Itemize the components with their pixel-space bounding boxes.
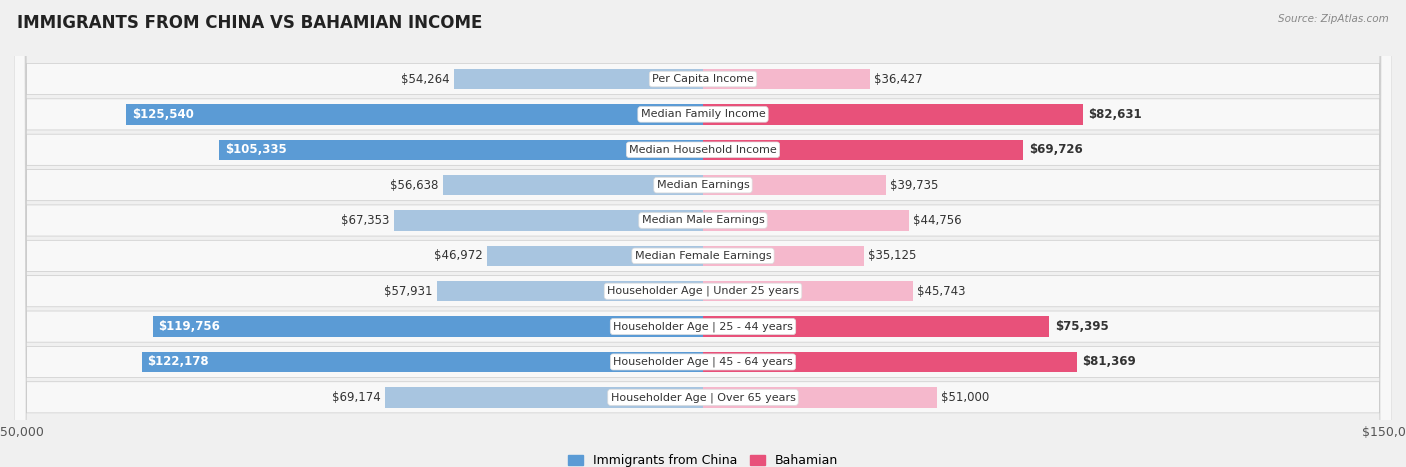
- Bar: [394, 210, 703, 231]
- Bar: [703, 246, 865, 266]
- Text: Median Female Earnings: Median Female Earnings: [634, 251, 772, 261]
- Text: $45,743: $45,743: [917, 285, 966, 298]
- FancyBboxPatch shape: [14, 0, 1392, 467]
- Bar: [703, 352, 1077, 372]
- Bar: [703, 140, 1024, 160]
- Bar: [703, 175, 886, 195]
- Text: $54,264: $54,264: [401, 72, 450, 85]
- Bar: [703, 387, 938, 408]
- Text: $105,335: $105,335: [225, 143, 287, 156]
- Text: $36,427: $36,427: [875, 72, 924, 85]
- FancyBboxPatch shape: [14, 0, 1392, 467]
- Bar: [142, 352, 703, 372]
- Text: Householder Age | Over 65 years: Householder Age | Over 65 years: [610, 392, 796, 403]
- Text: Source: ZipAtlas.com: Source: ZipAtlas.com: [1278, 14, 1389, 24]
- Text: $56,638: $56,638: [391, 178, 439, 191]
- Text: Median Male Earnings: Median Male Earnings: [641, 215, 765, 226]
- Bar: [703, 69, 870, 89]
- Text: $46,972: $46,972: [434, 249, 484, 262]
- Text: $44,756: $44,756: [912, 214, 962, 227]
- Text: $57,931: $57,931: [384, 285, 433, 298]
- Text: Median Household Income: Median Household Income: [628, 145, 778, 155]
- Text: $82,631: $82,631: [1088, 108, 1142, 121]
- Text: Householder Age | 25 - 44 years: Householder Age | 25 - 44 years: [613, 321, 793, 332]
- FancyBboxPatch shape: [14, 0, 1392, 467]
- Bar: [454, 69, 703, 89]
- Text: $69,174: $69,174: [332, 391, 381, 404]
- Legend: Immigrants from China, Bahamian: Immigrants from China, Bahamian: [562, 449, 844, 467]
- Text: $81,369: $81,369: [1083, 355, 1136, 368]
- Bar: [703, 281, 912, 302]
- Text: $51,000: $51,000: [942, 391, 990, 404]
- Bar: [219, 140, 703, 160]
- Text: Median Earnings: Median Earnings: [657, 180, 749, 190]
- FancyBboxPatch shape: [14, 0, 1392, 467]
- Text: Householder Age | 45 - 64 years: Householder Age | 45 - 64 years: [613, 357, 793, 367]
- FancyBboxPatch shape: [14, 0, 1392, 467]
- Bar: [437, 281, 703, 302]
- Text: $67,353: $67,353: [342, 214, 389, 227]
- Text: $75,395: $75,395: [1054, 320, 1108, 333]
- Bar: [703, 104, 1083, 125]
- Text: $122,178: $122,178: [148, 355, 209, 368]
- FancyBboxPatch shape: [14, 0, 1392, 467]
- Bar: [153, 316, 703, 337]
- FancyBboxPatch shape: [14, 0, 1392, 467]
- FancyBboxPatch shape: [14, 0, 1392, 467]
- Text: IMMIGRANTS FROM CHINA VS BAHAMIAN INCOME: IMMIGRANTS FROM CHINA VS BAHAMIAN INCOME: [17, 14, 482, 32]
- Bar: [488, 246, 703, 266]
- Text: Householder Age | Under 25 years: Householder Age | Under 25 years: [607, 286, 799, 297]
- Bar: [127, 104, 703, 125]
- Bar: [703, 210, 908, 231]
- Bar: [385, 387, 703, 408]
- Text: $39,735: $39,735: [890, 178, 938, 191]
- FancyBboxPatch shape: [14, 0, 1392, 467]
- Bar: [443, 175, 703, 195]
- Text: $119,756: $119,756: [159, 320, 221, 333]
- FancyBboxPatch shape: [14, 0, 1392, 467]
- Text: $69,726: $69,726: [1029, 143, 1083, 156]
- Text: $35,125: $35,125: [869, 249, 917, 262]
- Text: Per Capita Income: Per Capita Income: [652, 74, 754, 84]
- Text: $125,540: $125,540: [132, 108, 194, 121]
- Bar: [703, 316, 1049, 337]
- Text: Median Family Income: Median Family Income: [641, 109, 765, 120]
